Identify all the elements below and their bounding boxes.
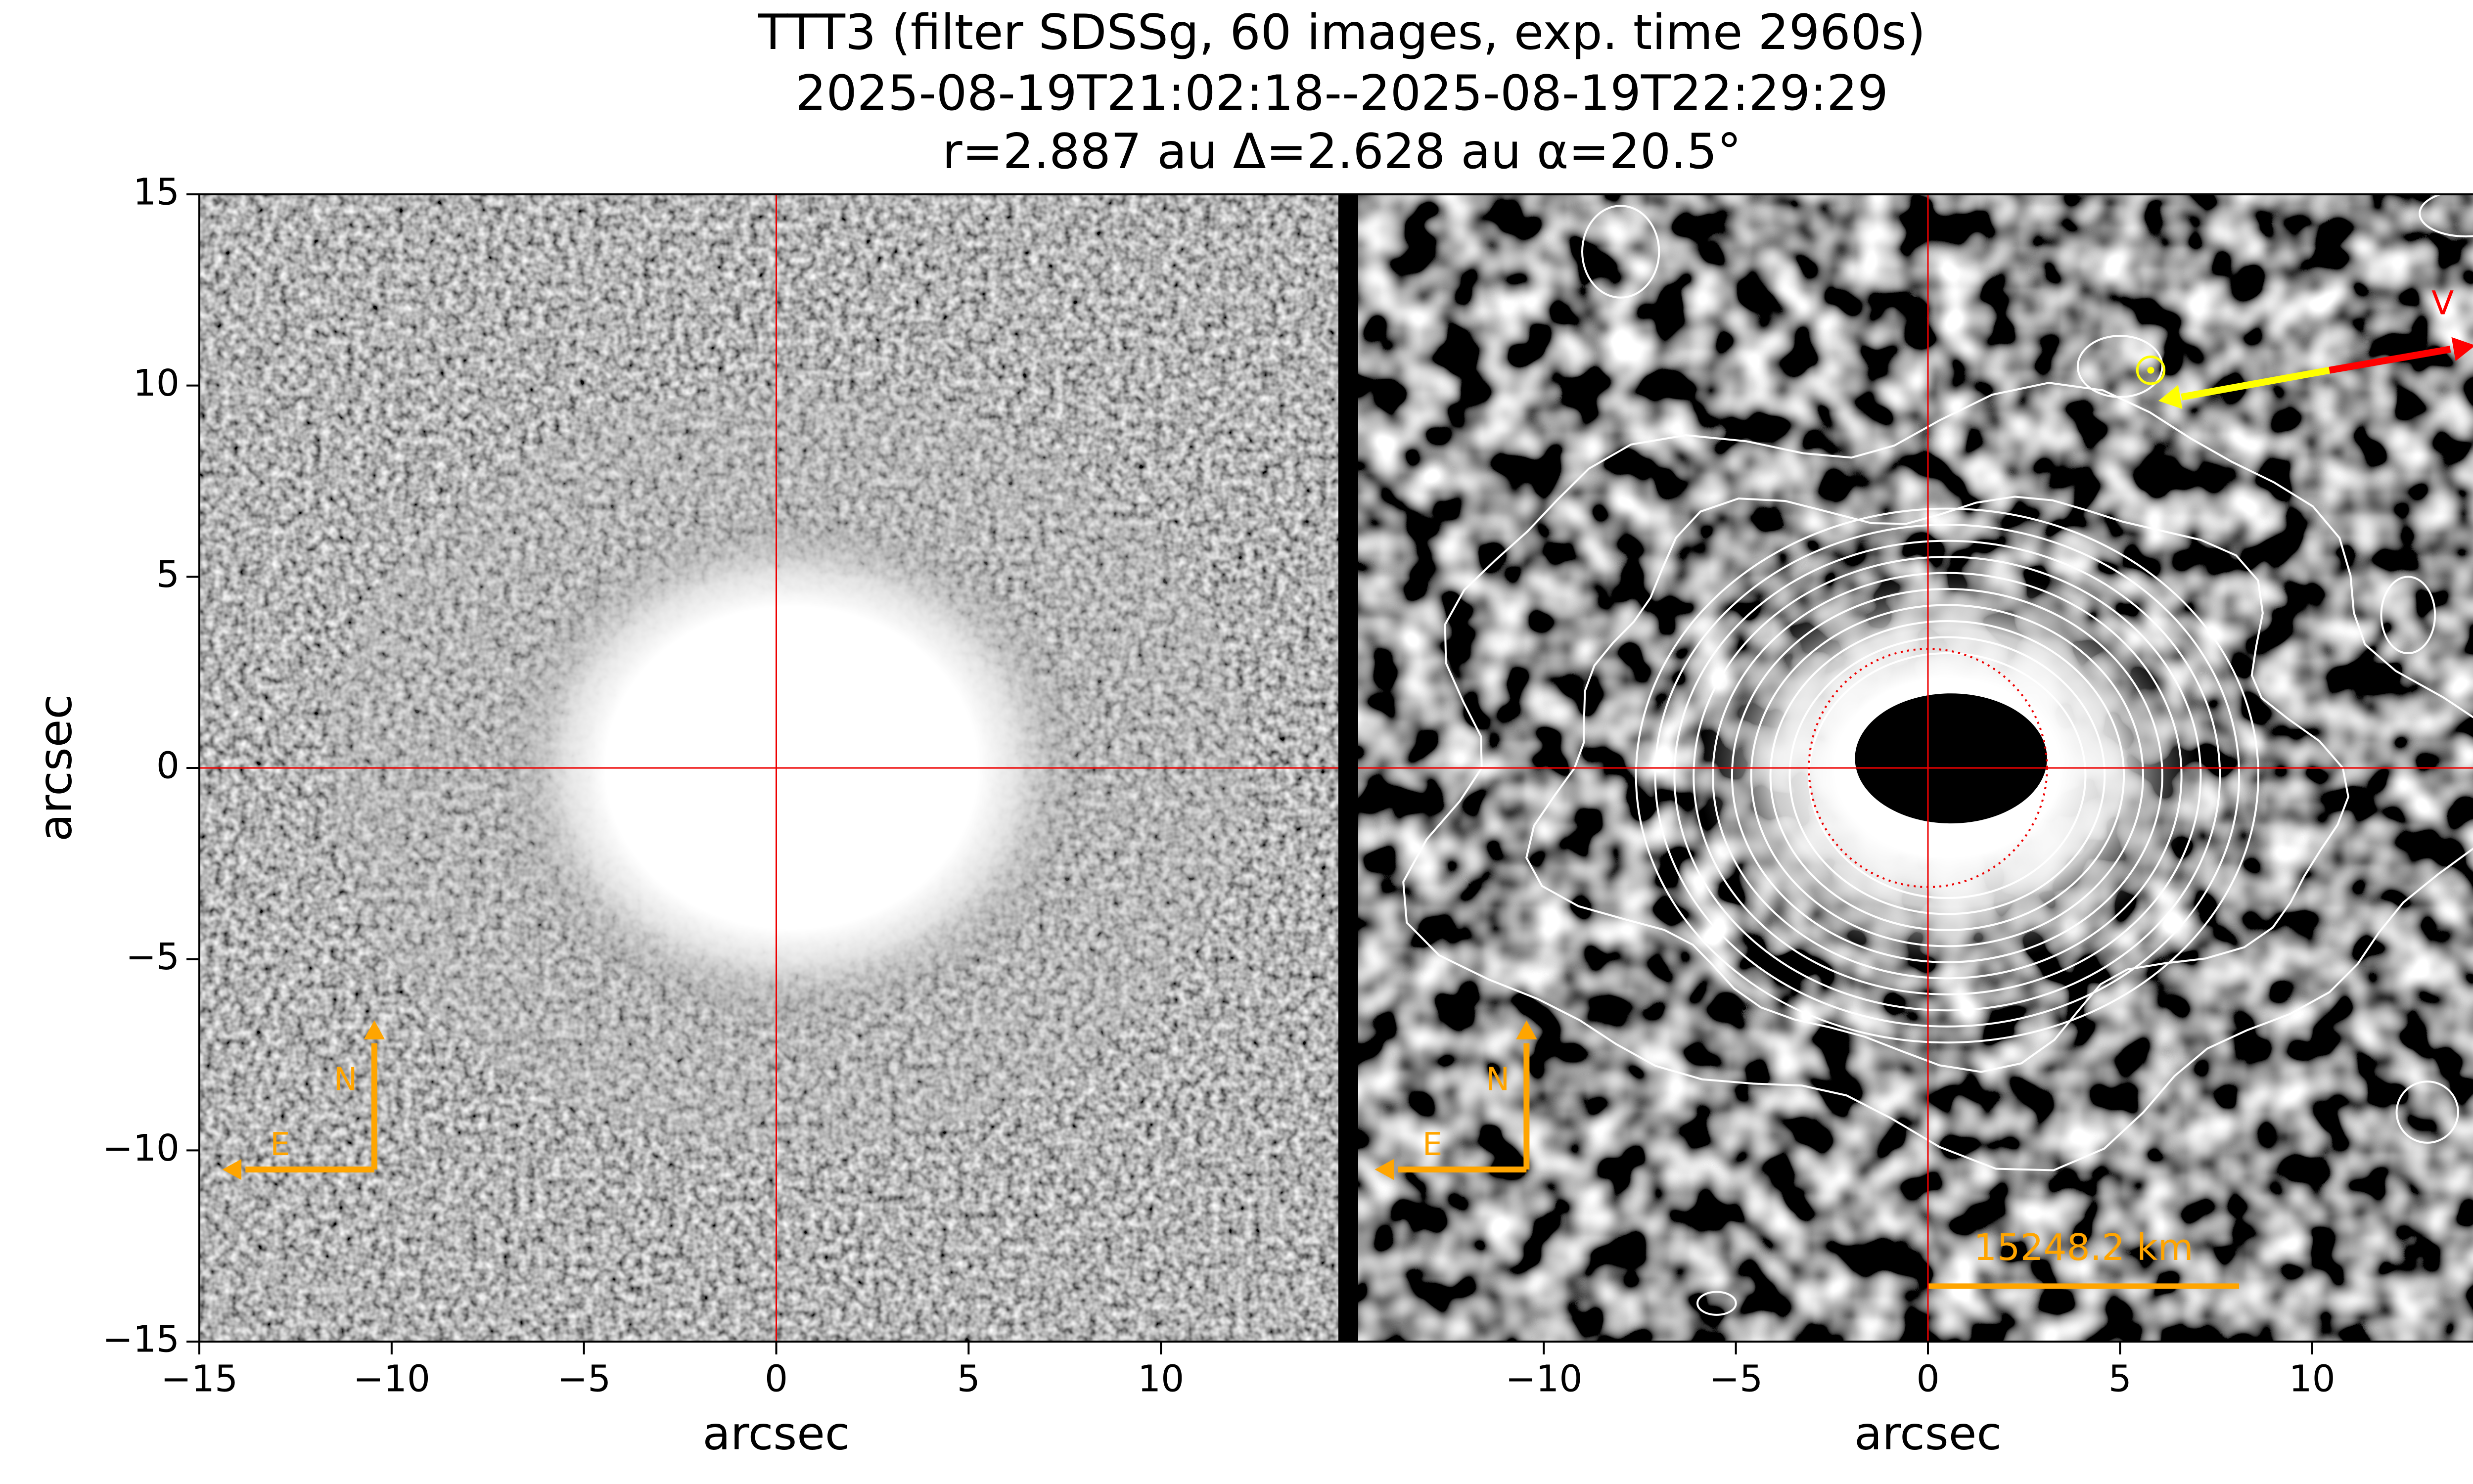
x-tick-label: 5 [957, 1358, 980, 1400]
sun-symbol-dot [2147, 366, 2154, 374]
contour [1788, 636, 2106, 915]
image-panel: NE [199, 194, 1353, 1342]
contour [1654, 524, 2241, 1028]
image-panel: V 15248.2 km N E [1352, 194, 2473, 1342]
nucleus-cutout [1855, 693, 2047, 824]
x-tick-label: −5 [1709, 1358, 1763, 1400]
y-tick-label: 5 [156, 553, 180, 596]
y-tick-label: −15 [102, 1318, 180, 1361]
velocity-label: V [2431, 284, 2454, 322]
contour [1673, 540, 2221, 1012]
y-tick-label: 15 [133, 171, 180, 214]
x-tick-label: −10 [1505, 1358, 1582, 1400]
compass-north-label: N [1486, 1062, 1510, 1098]
x-tick-label: 10 [2289, 1358, 2336, 1400]
sun-arrow [2181, 366, 2330, 401]
y-tick-label: −5 [126, 936, 180, 978]
y-tick-label: 10 [133, 362, 180, 405]
x-tick-label: −5 [557, 1358, 611, 1400]
contour [1808, 652, 2087, 899]
contour [2419, 194, 2473, 238]
x-tick-label: −10 [353, 1358, 430, 1400]
arrow-head [2451, 337, 2473, 361]
arrow-head [2158, 385, 2183, 409]
compass-north-label: N [334, 1062, 358, 1098]
x-tick-label: −15 [161, 1358, 238, 1400]
arrow-head [222, 1159, 242, 1180]
arrow-head [364, 1020, 385, 1039]
y-axis-label: arcsec [29, 694, 82, 842]
contour [2076, 335, 2163, 398]
x-tick-label: 0 [765, 1358, 788, 1400]
contour [1581, 205, 1660, 299]
scale-bar-label: 15248.2 km [1973, 1226, 2193, 1269]
velocity-arrow [2329, 346, 2451, 374]
compass-east-label: E [270, 1126, 290, 1163]
contour [1712, 572, 2183, 980]
arrow-head [1516, 1020, 1537, 1039]
title-line: TTT3 (filter SDSSg, 60 images, exp. time… [758, 4, 1925, 61]
contour [1693, 556, 2202, 995]
title-line: r=2.887 au Δ=2.628 au α=20.5° [942, 124, 1741, 180]
panel-separator [1338, 194, 1358, 1342]
x-tick-label: 0 [1916, 1358, 1939, 1400]
contour [1750, 604, 2144, 947]
sun-symbol [2136, 356, 2166, 385]
contour [1769, 620, 2125, 931]
y-tick-label: 0 [156, 745, 180, 787]
contour [1635, 507, 2259, 1044]
arrow-head [1374, 1159, 1394, 1180]
title-line: 2025-08-19T21:02:18--2025-08-19T22:29:29 [795, 65, 1888, 122]
contour [2395, 1080, 2459, 1144]
x-tick-label: 10 [1138, 1358, 1184, 1400]
compass-east-label: E [1422, 1126, 1442, 1163]
x-tick-label: 5 [2108, 1358, 2132, 1400]
x-axis-label: arcsec [703, 1407, 850, 1460]
contour [1696, 1291, 1737, 1316]
x-axis-label: arcsec [1854, 1407, 2002, 1460]
contour [1731, 588, 2163, 963]
y-tick-label: −10 [102, 1127, 180, 1169]
contour [2380, 576, 2436, 654]
